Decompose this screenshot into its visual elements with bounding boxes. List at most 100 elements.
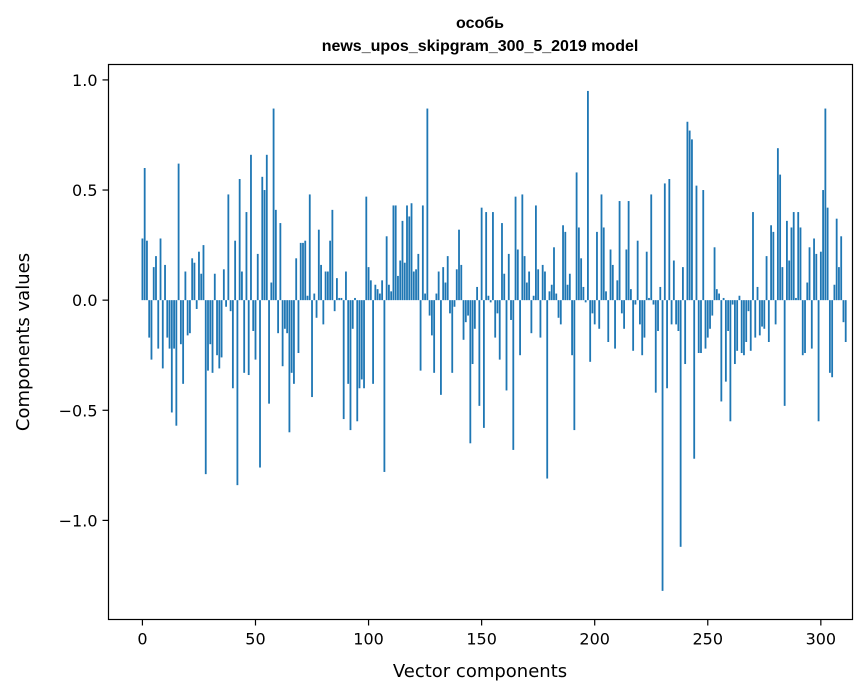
bar-component-95 — [356, 300, 359, 422]
bar-component-210 — [616, 280, 619, 301]
bar-component-35 — [220, 300, 223, 358]
bar-component-162 — [507, 253, 510, 301]
bar-component-188 — [566, 284, 569, 301]
bar-component-307 — [835, 218, 838, 301]
bar-component-197 — [587, 90, 589, 301]
bar-component-92 — [349, 300, 352, 431]
bar-component-215 — [627, 201, 630, 301]
bar-component-194 — [580, 258, 583, 301]
bar-component-17 — [179, 300, 182, 345]
bar-component-222 — [643, 300, 646, 338]
bar-component-40 — [231, 300, 234, 389]
bar-component-213 — [623, 300, 625, 329]
bar-component-284 — [783, 300, 786, 406]
bar-component-198 — [589, 300, 592, 362]
bar-component-34 — [218, 300, 221, 369]
bar-component-205 — [605, 291, 607, 301]
bar-component-287 — [790, 227, 793, 301]
y-tick-label: 0.5 — [72, 181, 97, 200]
bar-component-219 — [636, 240, 639, 301]
bar-component-183 — [555, 293, 558, 301]
bar-component-0 — [141, 238, 144, 301]
bar-component-155 — [492, 212, 494, 301]
bar-component-50 — [254, 300, 257, 360]
bar-component-292 — [801, 300, 804, 356]
bar-component-196 — [584, 300, 587, 303]
bar-component-87 — [338, 297, 341, 301]
bar-component-164 — [512, 300, 515, 450]
bar-component-161 — [505, 300, 508, 391]
bar-component-65 — [288, 300, 291, 433]
bar-component-98 — [363, 300, 365, 389]
bar-component-31 — [211, 300, 214, 373]
bar-component-169 — [523, 256, 526, 301]
bar-component-80 — [322, 300, 325, 325]
bar-component-12 — [168, 300, 171, 349]
bar-component-257 — [722, 297, 725, 301]
bar-component-125 — [424, 293, 426, 301]
bar-component-302 — [824, 108, 827, 301]
bar-component-41 — [234, 240, 237, 301]
bar-component-268 — [747, 300, 750, 312]
bar-component-200 — [593, 300, 596, 325]
bar-component-151 — [482, 300, 485, 428]
bar-component-136 — [449, 300, 451, 314]
bar-component-212 — [620, 300, 623, 314]
bar-component-267 — [745, 300, 748, 342]
bar-component-201 — [596, 231, 598, 301]
bar-component-148 — [476, 286, 479, 301]
bar-component-16 — [177, 163, 180, 301]
bar-component-303 — [826, 207, 829, 301]
x-tick-label: 50 — [245, 630, 265, 649]
bar-component-216 — [629, 289, 632, 301]
bar-component-59 — [274, 209, 277, 301]
bar-component-75 — [311, 300, 313, 398]
bar-component-225 — [650, 194, 653, 301]
bar-component-288 — [792, 212, 795, 301]
bar-component-108 — [385, 236, 388, 301]
bar-component-185 — [559, 300, 562, 325]
bar-component-90 — [345, 271, 347, 301]
bar-component-248 — [702, 190, 705, 301]
bar-component-85 — [333, 300, 336, 312]
bar-component-137 — [451, 300, 454, 373]
bar-component-236 — [675, 300, 678, 325]
bar-component-47 — [247, 300, 250, 376]
bar-component-126 — [426, 108, 429, 301]
bar-component-56 — [268, 300, 270, 404]
bar-component-67 — [293, 300, 295, 384]
bar-component-39 — [229, 300, 232, 312]
bar-component-111 — [392, 205, 395, 301]
bar-component-252 — [711, 300, 714, 316]
bar-component-25 — [198, 251, 200, 301]
bar-component-132 — [440, 300, 442, 395]
x-tick-label: 300 — [806, 630, 837, 649]
bar-component-54 — [263, 190, 266, 301]
bar-component-174 — [535, 205, 537, 301]
bar-component-245 — [695, 185, 698, 301]
bar-component-119 — [410, 203, 413, 301]
bar-component-83 — [329, 240, 332, 301]
bar-component-145 — [469, 300, 472, 444]
bar-component-187 — [564, 231, 567, 301]
bar-component-64 — [286, 300, 289, 334]
bar-component-168 — [521, 194, 524, 301]
bar-component-180 — [548, 291, 551, 301]
bar-component-37 — [225, 300, 227, 307]
bar-component-259 — [727, 300, 730, 331]
bar-component-115 — [401, 220, 404, 301]
bar-component-63 — [283, 300, 286, 329]
bar-component-301 — [822, 190, 825, 301]
y-tick-label: −1.0 — [59, 511, 98, 530]
bar-component-256 — [720, 300, 723, 402]
bar-component-157 — [496, 300, 499, 314]
bar-component-5 — [152, 267, 155, 301]
bar-component-100 — [367, 267, 370, 301]
bar-component-60 — [277, 300, 280, 334]
bar-component-154 — [489, 300, 492, 303]
bar-component-232 — [666, 300, 668, 389]
bar-component-8 — [159, 238, 162, 301]
chart-title-line-2: news_upos_skipgram_300_5_2019 model — [322, 38, 639, 55]
bar-component-297 — [813, 238, 815, 301]
bar-component-124 — [421, 205, 424, 301]
